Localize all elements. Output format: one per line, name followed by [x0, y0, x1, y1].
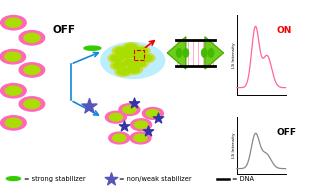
Circle shape	[115, 48, 127, 54]
Point	[145, 130, 151, 133]
Circle shape	[128, 66, 140, 73]
Circle shape	[121, 51, 133, 58]
Circle shape	[133, 60, 145, 67]
Circle shape	[1, 15, 26, 30]
Text: LS Intensity: LS Intensity	[232, 42, 236, 68]
Circle shape	[101, 43, 165, 78]
Circle shape	[146, 110, 160, 117]
Point	[108, 177, 114, 180]
Ellipse shape	[208, 49, 214, 57]
Circle shape	[134, 121, 148, 129]
Circle shape	[128, 50, 146, 60]
Text: = DNA: = DNA	[232, 176, 254, 182]
Circle shape	[106, 111, 126, 123]
Circle shape	[115, 67, 132, 76]
Circle shape	[121, 58, 138, 68]
Point	[121, 124, 126, 127]
Point	[131, 101, 136, 105]
Circle shape	[5, 52, 21, 61]
Ellipse shape	[84, 46, 101, 50]
Circle shape	[122, 43, 140, 53]
Circle shape	[109, 113, 123, 121]
Circle shape	[125, 64, 142, 74]
Circle shape	[19, 31, 45, 45]
Circle shape	[19, 97, 45, 111]
Circle shape	[119, 104, 140, 115]
Circle shape	[123, 106, 136, 113]
Circle shape	[137, 53, 155, 63]
Circle shape	[109, 132, 130, 144]
Circle shape	[135, 48, 147, 54]
Circle shape	[112, 46, 130, 56]
Circle shape	[131, 58, 148, 68]
Polygon shape	[205, 37, 223, 69]
Circle shape	[111, 55, 123, 62]
Point	[155, 117, 161, 120]
Circle shape	[142, 108, 163, 119]
Circle shape	[5, 118, 22, 127]
Circle shape	[1, 84, 26, 98]
Circle shape	[140, 55, 152, 61]
Point	[86, 104, 92, 107]
Circle shape	[134, 134, 147, 142]
Ellipse shape	[183, 49, 188, 57]
Circle shape	[0, 50, 26, 64]
Circle shape	[5, 86, 22, 95]
Circle shape	[5, 18, 22, 27]
Circle shape	[19, 63, 45, 77]
Circle shape	[113, 62, 125, 69]
Text: LS Intensity: LS Intensity	[232, 133, 236, 158]
Ellipse shape	[176, 49, 182, 57]
Text: OFF: OFF	[277, 128, 297, 137]
Circle shape	[111, 61, 128, 70]
Ellipse shape	[6, 177, 20, 180]
Circle shape	[131, 51, 143, 58]
Circle shape	[125, 44, 137, 51]
Circle shape	[130, 132, 151, 144]
Circle shape	[118, 68, 130, 75]
Circle shape	[113, 134, 126, 142]
Circle shape	[131, 119, 152, 131]
Circle shape	[24, 33, 40, 42]
Ellipse shape	[202, 49, 207, 57]
Text: = strong stabilizer: = strong stabilizer	[24, 176, 85, 182]
Text: OFF: OFF	[52, 25, 75, 35]
Circle shape	[108, 53, 126, 63]
Polygon shape	[167, 37, 186, 69]
Circle shape	[24, 65, 40, 74]
Circle shape	[1, 116, 26, 130]
Bar	[134, 50, 144, 60]
Circle shape	[118, 50, 136, 60]
Circle shape	[24, 99, 40, 108]
Text: = non/weak stabilizer: = non/weak stabilizer	[119, 176, 192, 182]
Circle shape	[123, 59, 135, 66]
Text: ON: ON	[277, 26, 292, 35]
Circle shape	[132, 46, 150, 56]
